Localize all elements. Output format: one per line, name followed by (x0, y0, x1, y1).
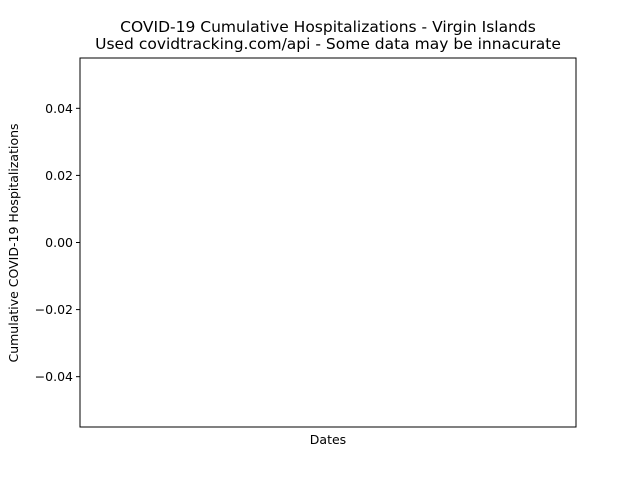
x-axis-label: Dates (310, 432, 346, 447)
y-tick-label: −0.04 (35, 369, 73, 384)
y-tick-label: −0.02 (35, 302, 73, 317)
y-tick-label: 0.02 (45, 168, 73, 183)
y-tick-label: 0.00 (45, 235, 73, 250)
chart-title: COVID-19 Cumulative Hospitalizations - V… (120, 18, 536, 36)
y-axis-label: Cumulative COVID-19 Hospitalizations (6, 123, 21, 362)
chart-subtitle: Used covidtracking.com/api - Some data m… (95, 35, 561, 53)
y-tick-label: 0.04 (45, 101, 73, 116)
y-axis-ticks: −0.04 −0.02 0.00 0.02 0.04 (35, 101, 80, 384)
